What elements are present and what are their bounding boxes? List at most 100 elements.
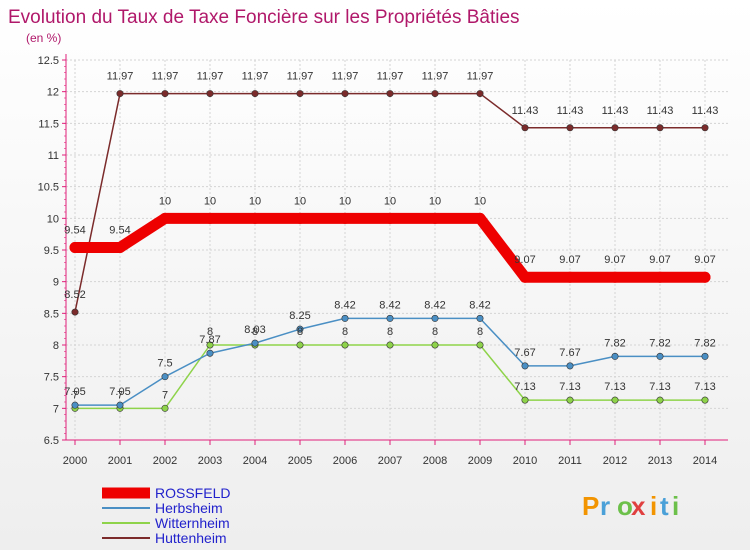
data-label-herbsheim: 7.05 [109,386,130,398]
logo-letter: i [672,491,679,521]
x-tick-label: 2003 [198,455,222,467]
series-lines [69,90,711,412]
x-tick-label: 2008 [423,455,447,467]
x-tick-label: 2001 [108,455,132,467]
data-label-rossfeld: 9.07 [649,254,670,266]
x-tick-label: 2002 [153,455,177,467]
data-label-herbsheim: 7.82 [604,337,625,349]
data-label-huttenheim: 11.43 [647,105,674,117]
y-tick-label: 11.5 [38,118,59,130]
data-label-witternheim: 8 [387,326,393,338]
point-huttenheim [611,124,619,132]
point-herbsheim [656,352,664,360]
data-label-herbsheim: 8.42 [379,299,400,311]
data-label-witternheim: 8 [342,326,348,338]
x-tick-label: 2004 [243,455,267,467]
point-rossfeld [114,241,126,253]
point-herbsheim [431,314,439,322]
point-herbsheim [251,339,259,347]
grid [66,59,728,441]
legend-label-witternheim: Witternheim [155,515,230,531]
point-rossfeld [699,271,711,283]
point-rossfeld [69,241,81,253]
point-herbsheim [386,314,394,322]
data-label-huttenheim: 11.97 [422,71,449,83]
point-huttenheim [566,124,574,132]
data-label-rossfeld: 9.07 [694,254,715,266]
data-label-herbsheim: 8.25 [289,310,310,322]
point-rossfeld [159,212,171,224]
data-label-rossfeld: 9.54 [109,224,130,236]
point-herbsheim [71,401,79,409]
data-labels: 8.52 11.97 11.97 11.97 11.97 11.97 11.97 11.97 1… [64,71,718,402]
data-label-huttenheim: 11.97 [467,71,494,83]
logo-letter: o [617,491,633,521]
data-label-rossfeld: 10 [159,195,171,207]
data-label-witternheim: 7.13 [559,381,580,393]
point-rossfeld [564,271,576,283]
data-label-herbsheim: 8.03 [244,324,265,336]
point-huttenheim [476,90,484,98]
logo-letter: x [631,491,646,521]
data-label-rossfeld: 9.07 [604,254,625,266]
point-huttenheim [206,90,214,98]
data-label-rossfeld: 10 [204,195,216,207]
point-witternheim [296,341,304,349]
logo-letter: t [660,491,669,521]
point-huttenheim [656,124,664,132]
data-label-rossfeld: 10 [384,195,396,207]
point-rossfeld [474,212,486,224]
legend-label-herbsheim: Herbsheim [155,500,223,516]
point-rossfeld [429,212,441,224]
point-huttenheim [701,124,709,132]
point-huttenheim [161,90,169,98]
data-label-witternheim: 8 [252,326,258,338]
point-witternheim [476,341,484,349]
point-herbsheim [476,314,484,322]
data-label-witternheim: 7.13 [694,381,715,393]
data-label-huttenheim: 11.97 [332,71,359,83]
x-tick-label: 2014 [693,455,717,467]
data-label-huttenheim: 11.97 [107,71,134,83]
data-label-herbsheim: 7.82 [649,337,670,349]
x-tick-label: 2011 [558,455,582,467]
data-label-huttenheim: 8.52 [64,289,85,301]
point-witternheim [521,396,529,404]
point-herbsheim [611,352,619,360]
y-tick-label: 6.5 [44,435,59,447]
data-label-witternheim: 7.13 [604,381,625,393]
data-label-huttenheim: 11.97 [152,71,179,83]
x-tick-label: 2006 [333,455,357,467]
data-label-rossfeld: 10 [339,195,351,207]
data-label-witternheim: 7 [117,389,123,401]
data-label-witternheim: 7.13 [514,381,535,393]
data-label-witternheim: 8 [432,326,438,338]
point-rossfeld [384,212,396,224]
point-rossfeld [339,212,351,224]
legend-label-rossfeld: ROSSFELD [155,485,230,501]
data-label-herbsheim: 8.42 [334,299,355,311]
point-witternheim [701,396,709,404]
data-label-witternheim: 8 [477,326,483,338]
point-witternheim [566,396,574,404]
point-huttenheim [116,90,124,98]
data-label-rossfeld: 10 [429,195,441,207]
y-tick-label: 10 [47,213,59,225]
data-label-rossfeld: 9.07 [514,254,535,266]
point-herbsheim [341,314,349,322]
data-label-witternheim: 7 [72,389,78,401]
point-rossfeld [609,271,621,283]
point-witternheim [386,341,394,349]
point-rossfeld [249,212,261,224]
x-tick-label: 2010 [513,455,537,467]
point-herbsheim [521,362,529,370]
point-huttenheim [386,90,394,98]
point-huttenheim [296,90,304,98]
chart-title: Evolution du Taux de Taxe Foncière sur l… [8,7,520,28]
y-tick-label: 7 [53,403,59,415]
data-label-rossfeld: 10 [249,195,261,207]
data-label-rossfeld: 9.07 [559,254,580,266]
